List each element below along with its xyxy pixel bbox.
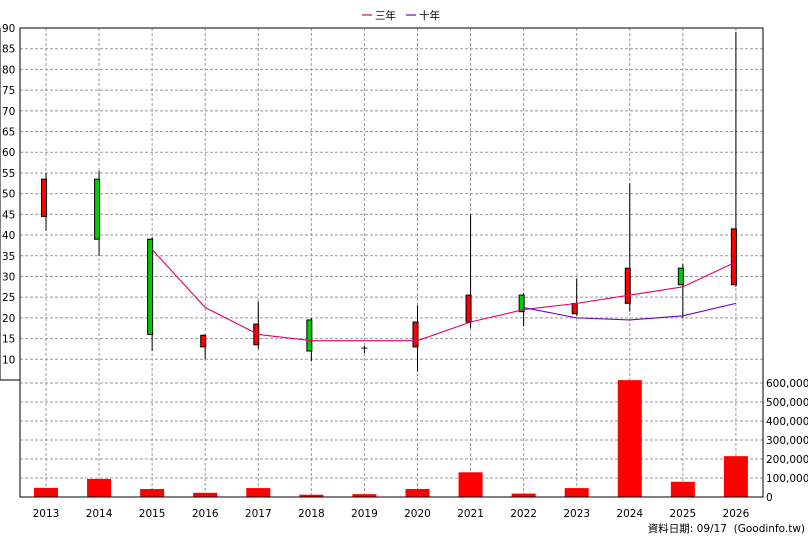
candle-body <box>41 178 47 217</box>
x-tick-label: 2021 <box>457 508 484 520</box>
candle-body <box>94 178 101 240</box>
volume-bar <box>670 481 695 497</box>
candle-body <box>571 302 578 315</box>
candle <box>361 346 368 354</box>
price-tick-label: 25 <box>2 292 15 304</box>
candle-body <box>677 267 684 286</box>
series-line <box>523 302 737 321</box>
volume-bars <box>34 380 748 497</box>
price-tick-label: 15 <box>2 334 15 346</box>
volume-tick-label: 600,000 <box>766 378 808 390</box>
volume-tick-label: 100,000 <box>766 473 808 485</box>
x-tick-label: 2024 <box>616 508 643 520</box>
candle <box>465 214 472 329</box>
price-panel-grid <box>20 27 763 497</box>
candle-body <box>200 334 207 348</box>
data-date-note: 資料日期: 09/17 (Goodinfo.tw) <box>648 522 805 535</box>
x-tick-label: 2018 <box>298 508 325 520</box>
candle <box>41 172 47 231</box>
volume-axis-ticks: 0 100,000 200,000 300,000 400,000 500,000 600,… <box>766 378 808 504</box>
volume-bar <box>140 489 165 497</box>
price-tick-label: 55 <box>2 168 15 180</box>
price-tick-label: 35 <box>2 251 15 263</box>
price-tick-label: 75 <box>2 85 15 97</box>
x-tick-label: 2016 <box>192 508 219 520</box>
price-tick-label: 10 <box>2 354 15 366</box>
x-tick-label: 2013 <box>33 508 60 520</box>
volume-bar <box>617 380 642 497</box>
volume-bar <box>723 456 748 497</box>
x-tick-label: 2015 <box>139 508 166 520</box>
chart-frame <box>0 27 764 498</box>
moving-average-lines <box>151 249 737 342</box>
legend-label-10yr: 十年 <box>419 9 440 22</box>
volume-panel-grid <box>20 382 763 479</box>
volume-bar <box>352 494 377 497</box>
volume-bar <box>246 488 271 497</box>
volume-bar <box>87 478 112 497</box>
x-tick-label: 2026 <box>723 508 750 520</box>
volume-tick-label: 200,000 <box>766 454 808 466</box>
candle <box>147 237 154 352</box>
x-axis-ticks: 2013 2014 2015 2016 2017 2018 2019 2020 2021 2022… <box>33 508 750 520</box>
volume-tick-label: 0 <box>766 492 773 504</box>
legend-label-3yr: 三年 <box>375 9 396 22</box>
candle <box>306 317 313 362</box>
price-tick-label: 50 <box>2 189 15 201</box>
x-tick-label: 2017 <box>245 508 272 520</box>
candle-body <box>518 294 525 313</box>
candle <box>730 32 737 287</box>
volume-bar <box>299 494 324 497</box>
price-tick-label: 70 <box>2 106 15 118</box>
candle-body <box>730 228 737 286</box>
x-tick-label: 2022 <box>510 508 537 520</box>
x-tick-label: 2019 <box>351 508 378 520</box>
volume-tick-label: 400,000 <box>766 416 808 428</box>
legend: 三年 十年 <box>362 9 440 22</box>
price-tick-label: 40 <box>2 230 15 242</box>
candle <box>94 170 101 256</box>
volume-bar <box>405 489 430 497</box>
candle-body <box>147 238 154 335</box>
price-tick-label: 30 <box>2 271 15 283</box>
volume-tick-label: 500,000 <box>766 397 808 409</box>
candle-body <box>412 321 419 348</box>
candle-body <box>465 294 472 323</box>
candle <box>253 301 260 349</box>
volume-bar <box>511 493 536 497</box>
candle <box>677 264 684 318</box>
price-tick-label: 80 <box>2 64 15 76</box>
price-tick-label: 45 <box>2 209 15 221</box>
candlesticks <box>41 32 737 372</box>
volume-bar <box>458 472 483 497</box>
price-tick-label: 20 <box>2 313 15 325</box>
volume-bar <box>564 488 589 497</box>
x-tick-label: 2023 <box>563 508 590 520</box>
candle-body <box>624 267 631 304</box>
volume-tick-label: 300,000 <box>766 435 808 447</box>
candle <box>624 183 631 312</box>
plot-border <box>19 27 764 498</box>
price-axis-ticks: 10 15 20 25 30 35 40 45 50 55 60 65 70 75 80 85 90 <box>2 23 15 366</box>
candle <box>200 334 207 360</box>
x-tick-label: 2014 <box>86 508 113 520</box>
candle-body <box>306 319 313 352</box>
price-tick-label: 60 <box>2 147 15 159</box>
x-tick-label: 2025 <box>669 508 696 520</box>
price-tick-label: 85 <box>2 44 15 56</box>
volume-bar <box>34 487 58 497</box>
volume-bar <box>193 492 218 497</box>
series-line <box>151 249 737 342</box>
x-tick-label: 2020 <box>404 508 431 520</box>
candle <box>412 305 419 372</box>
price-tick-label: 65 <box>2 127 15 139</box>
price-tick-label: 90 <box>2 23 15 35</box>
